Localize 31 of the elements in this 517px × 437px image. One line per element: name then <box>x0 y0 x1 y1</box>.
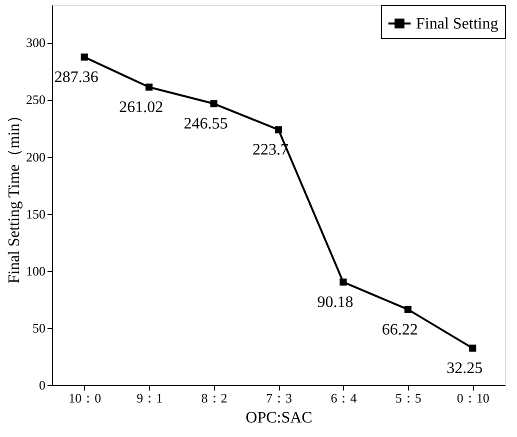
y-tick-label: 50 <box>32 320 46 336</box>
data-label: 32.25 <box>446 360 483 378</box>
x-tick-label: 10：0 <box>68 390 102 406</box>
x-tick-label: 0：10 <box>456 390 490 406</box>
y-tick-label: 300 <box>26 35 46 50</box>
y-axis-title: Final Setting Time（min） <box>6 107 23 284</box>
point <box>404 306 412 313</box>
x-tick-label: 5：5 <box>395 390 422 406</box>
y-tick-label: 200 <box>26 149 46 164</box>
x-tick-label: 9：1 <box>136 390 163 406</box>
data-label: 90.18 <box>317 294 354 312</box>
data-label: 287.36 <box>54 69 98 86</box>
x-axis-title: OPC:SAC <box>246 410 312 426</box>
y-tick-label: 150 <box>26 206 46 222</box>
x-tick-label: 8：2 <box>201 390 228 406</box>
point <box>210 100 218 108</box>
point <box>274 126 282 134</box>
data-label: 66.22 <box>382 321 418 338</box>
point <box>340 278 347 286</box>
legend-label: Final Setting <box>416 16 498 32</box>
point <box>80 54 88 61</box>
data-label: 223.7 <box>252 142 288 159</box>
point <box>146 84 153 91</box>
y-tick-label: 100 <box>26 263 46 278</box>
x-tick-label: 7：3 <box>266 390 292 406</box>
y-tick-label: 0 <box>39 378 46 392</box>
y-tick-label: 250 <box>26 92 46 108</box>
data-label: 261.02 <box>119 99 164 116</box>
x-tick-label: 6：4 <box>330 390 358 406</box>
data-label: 246.55 <box>184 116 228 133</box>
point <box>469 344 476 352</box>
